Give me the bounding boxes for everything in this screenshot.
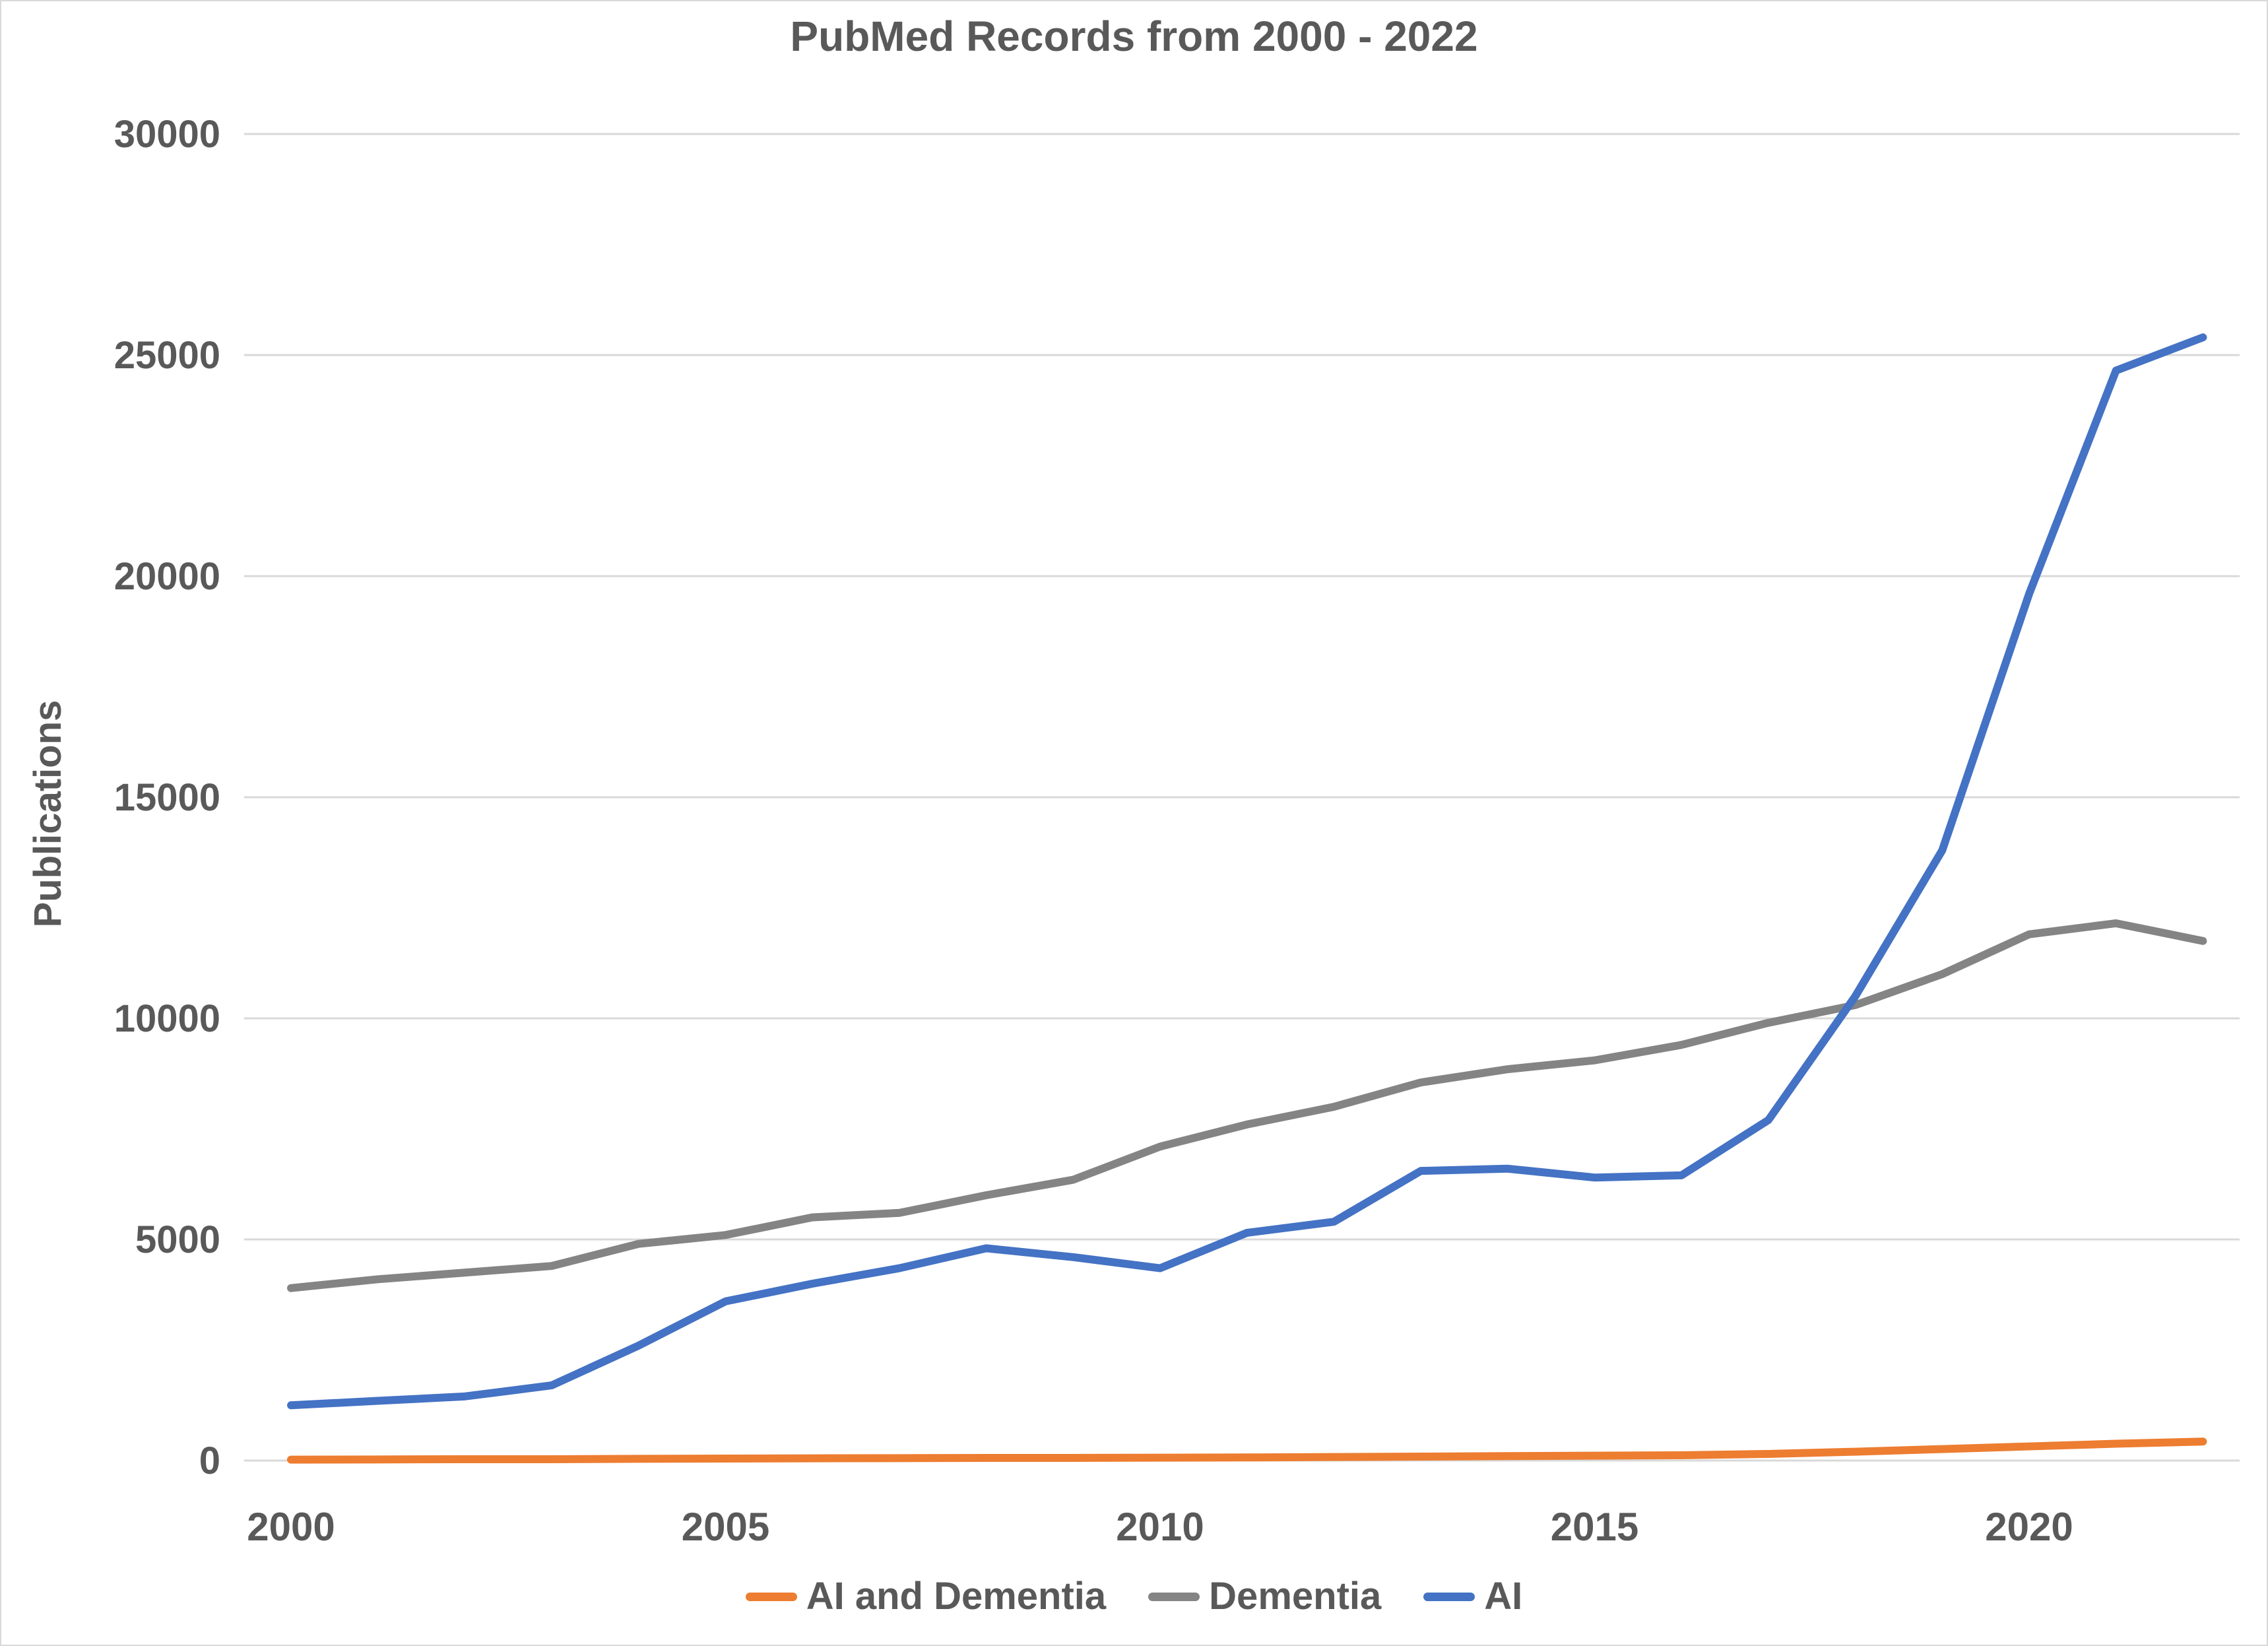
series-line-dementia	[287, 919, 2207, 1292]
x-tick-label-2015: 2015	[1551, 1505, 1638, 1549]
x-tick-label-2005: 2005	[682, 1505, 769, 1549]
chart-title: PubMed Records from 2000 - 2022	[790, 13, 1478, 60]
y-tick-label-5000: 5000	[135, 1218, 220, 1261]
legend-item-ai-and-dementia: AI and Dementia	[745, 1575, 1107, 1618]
series-line-ai	[287, 333, 2207, 1410]
legend-label-dementia: Dementia	[1209, 1575, 1382, 1618]
legend-swatch-dementia-icon	[1148, 1592, 1200, 1601]
x-tick-label-2010: 2010	[1116, 1505, 1204, 1549]
legend-label-ai: AI	[1484, 1575, 1523, 1618]
legend: AI and Dementia Dementia AI	[1, 1577, 2267, 1616]
y-tick-label-30000: 30000	[114, 113, 220, 156]
x-tick-label-2000: 2000	[247, 1505, 335, 1549]
y-tick-label-15000: 15000	[114, 776, 220, 819]
x-tick-label-2020: 2020	[1985, 1505, 2073, 1549]
y-tick-label-0: 0	[199, 1439, 220, 1482]
legend-item-ai: AI	[1423, 1577, 1522, 1616]
legend-swatch-ai-and-dementia-icon	[745, 1592, 797, 1601]
y-tick-label-10000: 10000	[114, 997, 220, 1040]
y-tick-label-20000: 20000	[114, 555, 220, 598]
legend-item-dementia: Dementia	[1148, 1577, 1381, 1616]
y-tick-label-25000: 25000	[114, 334, 220, 377]
legend-swatch-ai-icon	[1423, 1592, 1475, 1601]
series-line-ai-and-dementia	[287, 1437, 2207, 1464]
legend-label-ai-and-dementia: AI and Dementia	[806, 1575, 1107, 1618]
